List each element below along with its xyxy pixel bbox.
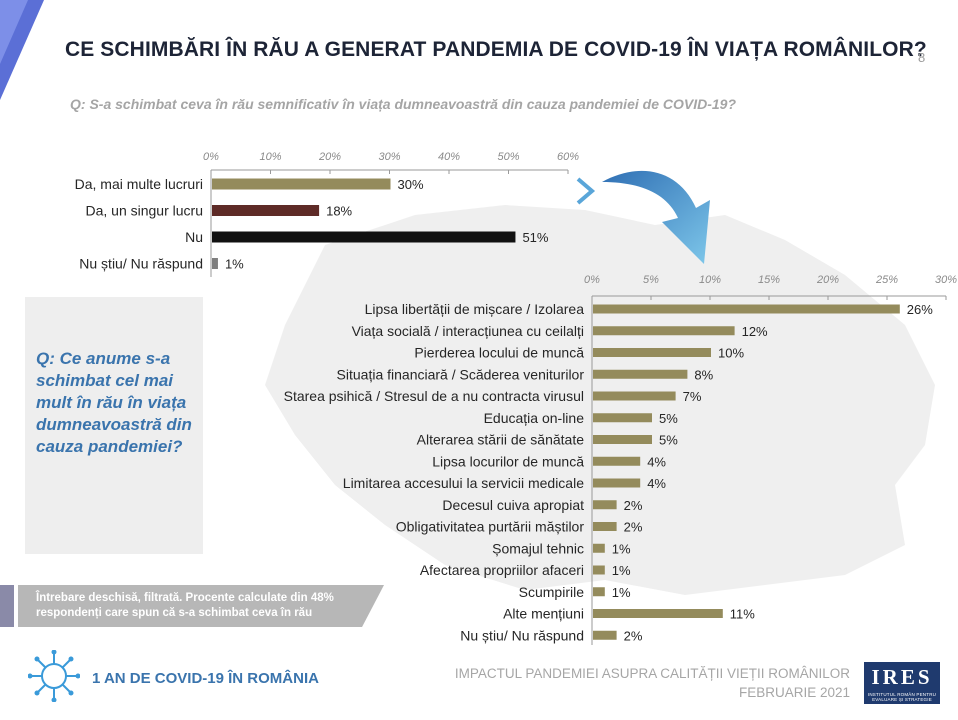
- bar: [593, 609, 723, 618]
- bar: [593, 348, 711, 357]
- axis-tick-label: 20%: [318, 151, 341, 163]
- axis-tick-label: 50%: [497, 151, 519, 163]
- bar: [593, 304, 900, 314]
- bar: [593, 326, 735, 336]
- data-label: 4%: [647, 476, 666, 491]
- axis-tick-label: 20%: [816, 274, 839, 286]
- data-label: 1%: [225, 257, 244, 272]
- data-label: 12%: [742, 324, 768, 339]
- bar: [593, 456, 641, 466]
- category-label: Starea psihică / Stresul de a nu contrac…: [284, 388, 584, 404]
- footer-report-title: IMPACTUL PANDEMIEI ASUPRA CALITĂȚII VIEȚ…: [454, 666, 850, 681]
- category-label: Limitarea accesului la servicii medicale: [343, 475, 584, 491]
- data-label: 18%: [326, 204, 352, 219]
- category-label: Viața socială / interacțiunea cu ceilalț…: [352, 323, 584, 339]
- category-label: Alterarea stării de sănătate: [417, 432, 585, 448]
- sub-question: Q: Ce anume s-a schimbat cel mai mult în…: [36, 349, 192, 456]
- category-label: Da, mai multe lucruri: [75, 176, 203, 192]
- data-label: 1%: [612, 585, 631, 600]
- axis-tick-label: 0%: [584, 274, 600, 286]
- bar: [212, 231, 516, 243]
- data-label: 26%: [907, 302, 933, 317]
- ires-logo: IRES INSTITUTUL ROMÂN PENTRU EVALUARE ȘI…: [864, 662, 940, 704]
- category-label: Alte mențiuni: [503, 606, 584, 622]
- logo-subtitle: INSTITUTUL ROMÂN PENTRU EVALUARE ȘI STRA…: [867, 692, 937, 702]
- axis-tick-label: 25%: [875, 274, 898, 286]
- curved-arrow-icon: [602, 170, 710, 264]
- category-label: Educația on-line: [484, 410, 585, 426]
- data-label: 1%: [612, 541, 631, 556]
- category-label: Da, un singur lucru: [85, 203, 203, 219]
- bar: [593, 478, 641, 488]
- bar: [212, 205, 320, 216]
- axis-tick-label: 5%: [643, 274, 659, 286]
- axis-tick-label: 15%: [758, 274, 780, 286]
- category-label: Decesul cuiva apropiat: [442, 497, 584, 513]
- bar: [593, 413, 652, 423]
- chevron-right-icon: [576, 177, 596, 205]
- virus-icon: [28, 650, 80, 702]
- data-label: 5%: [659, 411, 678, 426]
- data-label: 8%: [694, 367, 713, 382]
- data-label: 2%: [624, 628, 643, 643]
- category-label: Situația financiară / Scăderea venituril…: [337, 366, 585, 382]
- corner-accent: [0, 0, 44, 100]
- bar: [593, 543, 605, 553]
- page-number: 8: [918, 50, 926, 65]
- sub-question-panel: [25, 297, 203, 554]
- main-question: Q: S-a schimbat ceva în rău semnificativ…: [70, 96, 736, 112]
- bar: [593, 435, 652, 444]
- note-panel: [18, 585, 384, 627]
- data-label: 2%: [624, 498, 643, 513]
- category-label: Scumpirile: [519, 584, 585, 600]
- data-label: 30%: [398, 177, 424, 192]
- data-label: 1%: [612, 563, 631, 578]
- bar: [593, 500, 617, 510]
- axis-tick-label: 30%: [935, 274, 957, 286]
- axis-tick-label: 40%: [438, 151, 460, 163]
- axis-tick-label: 60%: [557, 151, 579, 163]
- logo-text: IRES: [871, 665, 933, 689]
- category-label: Nu știu/ Nu răspund: [79, 256, 203, 272]
- bar: [593, 587, 605, 597]
- footer-report-date: FEBRUARIE 2021: [738, 685, 850, 700]
- category-label: Lipsa locurilor de muncă: [432, 453, 584, 469]
- axis-tick-label: 10%: [699, 274, 721, 286]
- data-label: 10%: [718, 346, 744, 361]
- note-accent-strip: [0, 585, 14, 627]
- axis-tick-label: 30%: [378, 151, 400, 163]
- category-label: Obligativitatea purtării măștilor: [396, 519, 585, 535]
- bar: [593, 522, 617, 531]
- axis-tick-label: 10%: [259, 151, 281, 163]
- page-title: CE SCHIMBĂRI ÎN RĂU A GENERAT PANDEMIA D…: [65, 38, 927, 61]
- bar: [212, 178, 391, 190]
- footer-series-title: 1 AN DE COVID-19 ÎN ROMÂNIA: [92, 670, 319, 687]
- data-label: 2%: [624, 520, 643, 535]
- axis-tick-label: 0%: [203, 151, 219, 163]
- data-label: 51%: [522, 230, 548, 245]
- category-label: Nu: [185, 229, 203, 245]
- category-label: Pierderea locului de muncă: [414, 345, 584, 361]
- data-label: 11%: [730, 607, 755, 622]
- bar: [593, 369, 688, 379]
- methodology-note: Întrebare deschisă, filtrată. Procente c…: [36, 592, 334, 619]
- bar: [593, 391, 676, 401]
- category-label: Nu știu/ Nu răspund: [460, 627, 584, 643]
- footer-report-info: IMPACTUL PANDEMIEI ASUPRA CALITĂȚII VIEȚ…: [455, 664, 850, 702]
- data-label: 4%: [647, 454, 666, 469]
- bar: [212, 258, 218, 269]
- category-label: Șomajul tehnic: [492, 540, 584, 556]
- data-label: 5%: [659, 433, 678, 448]
- data-label: 7%: [683, 389, 702, 404]
- category-label: Afectarea propriilor afaceri: [420, 562, 584, 578]
- category-label: Lipsa libertății de mișcare / Izolarea: [365, 301, 585, 317]
- bar: [593, 565, 605, 575]
- bar: [593, 630, 617, 640]
